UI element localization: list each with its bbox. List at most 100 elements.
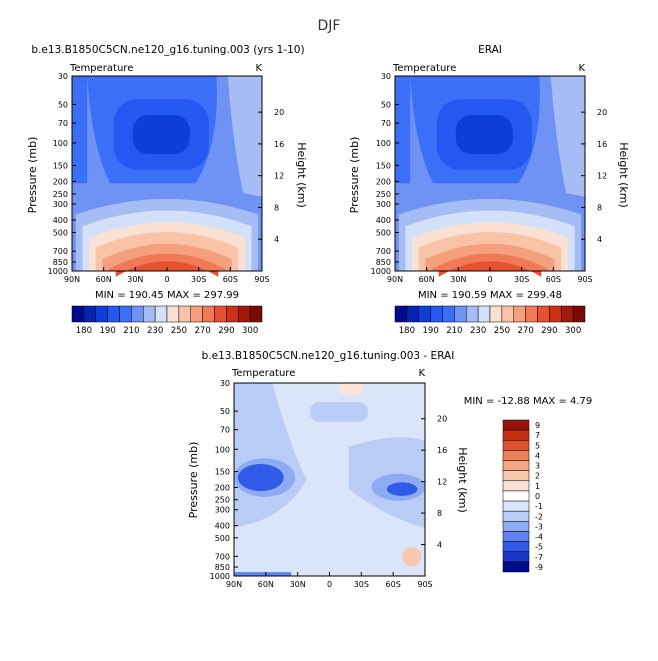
colorbar-swatch xyxy=(214,305,227,323)
x-tick-label: 30N xyxy=(127,275,143,284)
colorbar-swatch xyxy=(394,305,408,323)
colorbar-swatch xyxy=(477,305,491,323)
colorbar-swatch xyxy=(572,305,586,323)
height-tick-label: 16 xyxy=(597,140,607,149)
colorbar-label: 1 xyxy=(535,482,540,491)
height-tick-label: 12 xyxy=(437,478,447,487)
colorbar-swatch xyxy=(502,480,530,492)
colorbar-swatch xyxy=(406,305,419,323)
colorbar-swatch xyxy=(154,305,168,323)
colorbar-swatch xyxy=(502,450,530,461)
y-tick-label: 100 xyxy=(215,445,230,454)
y-tick-label: 50 xyxy=(220,407,230,416)
colorbar-swatch xyxy=(430,305,443,323)
height-tick-label: 4 xyxy=(274,235,279,244)
colorbar-label: 230 xyxy=(147,326,163,336)
y-tick-label: 50 xyxy=(381,100,391,109)
colorbar-swatch xyxy=(202,305,215,323)
colorbar-swatch xyxy=(502,551,530,563)
height-tick-label: 8 xyxy=(274,203,279,212)
y-tick-label: 100 xyxy=(376,139,391,148)
colorbar-swatch xyxy=(190,305,203,323)
height-tick-label: 16 xyxy=(437,446,447,455)
x-tick-label: 60N xyxy=(96,275,112,284)
colorbar-swatch xyxy=(119,305,132,323)
field-polar-band xyxy=(395,76,411,184)
colorbar-label: -9 xyxy=(535,563,543,572)
x-tick-label: 90N xyxy=(64,275,80,284)
x-tick-label: 90S xyxy=(417,580,432,589)
y-tick-label: 300 xyxy=(53,200,68,209)
colorbar-label: -7 xyxy=(535,553,543,562)
panel-diff-left-label: Temperature xyxy=(231,368,295,379)
x-tick-label: 30N xyxy=(290,580,306,589)
colorbar-swatch xyxy=(537,305,550,323)
panel-erai-left-label: Temperature xyxy=(392,63,456,74)
colorbar-swatch xyxy=(107,305,120,323)
panel-diff: b.e13.B1850C5CN.ne120_g16.tuning.003 - E… xyxy=(187,350,592,589)
panel-erai-right-label: K xyxy=(578,63,585,74)
x-tick-label: 90N xyxy=(387,275,403,284)
y-tick-label: 30 xyxy=(58,72,68,81)
panel-model-ylabel: Pressure (mb) xyxy=(26,137,39,214)
y-tick-label: 200 xyxy=(53,177,68,186)
panel-erai-title: ERAI xyxy=(478,44,502,56)
height-tick-label: 12 xyxy=(274,172,284,181)
x-tick-label: 90N xyxy=(226,580,242,589)
x-tick-label: 0 xyxy=(487,275,492,284)
height-tick-label: 20 xyxy=(597,108,607,117)
panel-erai-stats: MIN = 190.59 MAX = 299.48 xyxy=(418,290,562,301)
colorbar-erai: 180 190 210 230 250 270 290 300 xyxy=(394,305,586,336)
field-south-polar xyxy=(227,76,262,197)
colorbar-swatch xyxy=(513,305,526,323)
diff-warm-surface xyxy=(402,547,422,567)
y-tick-label: 1000 xyxy=(371,267,391,276)
colorbar-label: 7 xyxy=(535,431,540,440)
colorbar-label: 4 xyxy=(535,451,540,460)
diff-jet-south-core xyxy=(386,482,418,496)
colorbar-swatch xyxy=(525,305,538,323)
colorbar-label: -4 xyxy=(535,533,543,542)
panel-model-title: b.e13.B1850C5CN.ne120_g16.tuning.003 (yr… xyxy=(31,44,304,56)
colorbar-swatch xyxy=(502,521,530,532)
y-tick-label: 70 xyxy=(381,119,391,128)
colorbar-swatch xyxy=(502,440,530,451)
colorbar-label: 300 xyxy=(242,326,258,336)
colorbar-label: -5 xyxy=(535,543,543,552)
colorbar-swatch xyxy=(489,305,503,323)
panel-diff-stats: MIN = -12.88 MAX = 4.79 xyxy=(464,396,593,407)
field-polar-band xyxy=(72,76,88,184)
colorbar-swatch xyxy=(501,305,514,323)
panel-erai-contour-field xyxy=(395,76,585,277)
panel-diff-ylabel: Pressure (mb) xyxy=(187,442,200,519)
colorbar-swatch xyxy=(466,305,479,323)
panel-erai: ERAI Temperature K 90N 60N 30N 0 30S 60S 90S 30… xyxy=(348,44,630,301)
x-tick-label: 60S xyxy=(386,580,401,589)
colorbar-swatch xyxy=(442,305,455,323)
colorbar-model: 180 190 210 230 250 270 290 300 xyxy=(71,305,263,336)
panel-model-ylabel-right: Height (km) xyxy=(295,142,308,208)
y-tick-label: 500 xyxy=(376,228,391,237)
panel-diff-contour-field xyxy=(234,383,426,576)
y-tick-label: 850 xyxy=(53,258,68,267)
y-tick-label: 400 xyxy=(376,216,391,225)
colorbar-label: 190 xyxy=(100,326,116,336)
y-tick-label: 700 xyxy=(215,552,230,561)
height-tick-label: 8 xyxy=(437,509,442,518)
x-tick-label: 30S xyxy=(354,580,369,589)
y-tick-label: 30 xyxy=(220,379,230,388)
x-tick-label: 60S xyxy=(546,275,561,284)
field-south-polar xyxy=(550,76,585,197)
y-tick-label: 400 xyxy=(53,216,68,225)
colorbar-swatch xyxy=(502,470,530,482)
panel-diff-title: b.e13.B1850C5CN.ne120_g16.tuning.003 - E… xyxy=(202,350,455,362)
y-tick-label: 70 xyxy=(58,119,68,128)
y-tick-label: 300 xyxy=(376,200,391,209)
x-tick-label: 30N xyxy=(450,275,466,284)
panel-diff-right-label: K xyxy=(418,368,425,379)
x-tick-label: 60N xyxy=(419,275,435,284)
colorbar-label: 5 xyxy=(535,441,540,450)
y-tick-label: 200 xyxy=(376,177,391,186)
colorbar-swatch xyxy=(226,305,239,323)
